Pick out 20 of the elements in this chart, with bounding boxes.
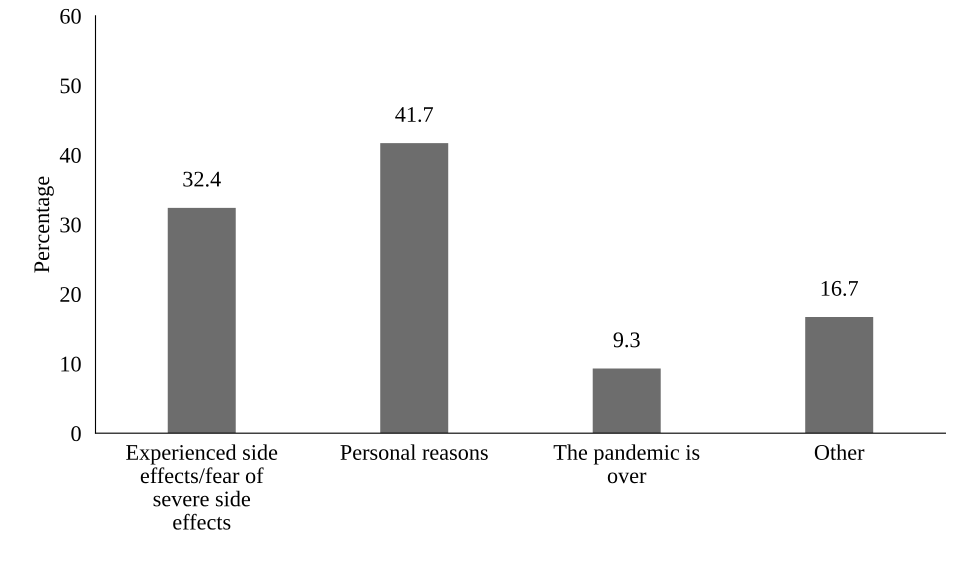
y-tick-label: 50	[60, 78, 81, 94]
data-label: 41.7	[395, 107, 434, 122]
bar	[168, 208, 236, 434]
bar	[805, 317, 874, 434]
x-tick-label: Other	[814, 444, 864, 460]
x-tick-label: Experienced side effects/fear of severe side effects	[126, 444, 278, 530]
data-label: 32.4	[183, 172, 221, 187]
bar	[380, 143, 448, 434]
x-tick-label: Personal reasons	[340, 444, 488, 460]
y-tick-label: 10	[61, 356, 81, 372]
y-tick-label: 0	[71, 426, 81, 442]
y-tick-label: 20	[60, 287, 81, 302]
y-axis-title: Percentage	[34, 176, 54, 273]
y-tick-label: 30	[60, 217, 81, 232]
bar	[592, 368, 661, 434]
data-label: 9.3	[614, 332, 640, 348]
x-tick-label: The pandemic is over	[554, 444, 700, 484]
data-label: 16.7	[822, 280, 858, 296]
y-tick-label: 60	[60, 8, 81, 24]
y-tick-label: 40	[60, 148, 81, 163]
